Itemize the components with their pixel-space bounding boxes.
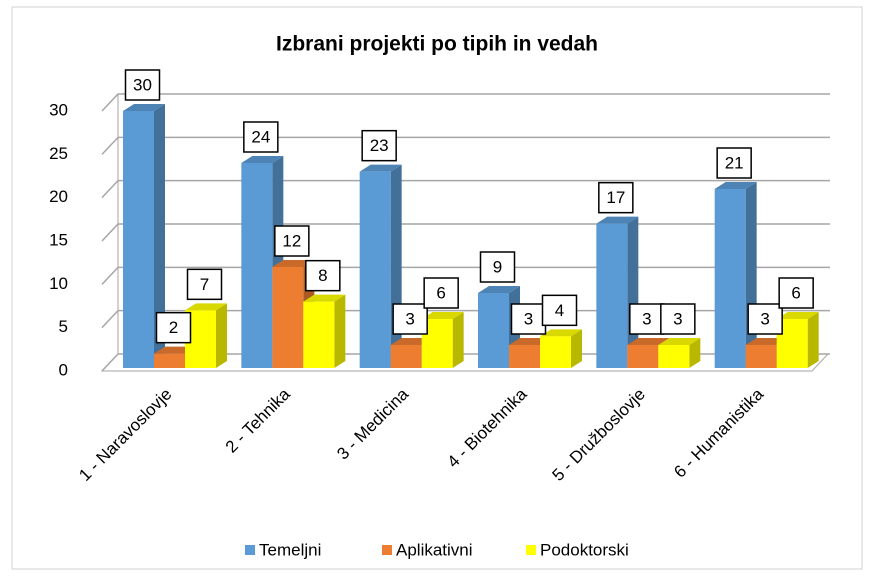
data-label: 21: [725, 153, 744, 172]
data-label: 4: [555, 301, 564, 320]
bar: [509, 345, 540, 368]
data-label: 12: [282, 231, 301, 250]
bar: [745, 345, 777, 368]
y-tick-label: 30: [49, 100, 68, 119]
bar: [241, 163, 273, 368]
data-label-box: [305, 259, 341, 292]
legend-swatch: [245, 545, 255, 555]
data-label-box: [186, 268, 223, 301]
bar-side: [689, 338, 701, 368]
data-label: 3: [673, 309, 682, 328]
bar-top: [272, 260, 315, 267]
y-tick-label: 15: [49, 230, 68, 249]
bar-side: [154, 104, 165, 368]
y-tick-label: 0: [59, 360, 68, 379]
data-label-box: [660, 303, 696, 335]
bar-top: [627, 338, 670, 345]
data-label-box: [124, 69, 161, 101]
data-label-box: [155, 311, 192, 344]
bar: [478, 293, 509, 368]
legend-label: Temeljni: [259, 540, 321, 559]
bar-top: [658, 338, 701, 345]
data-label: 30: [133, 75, 152, 94]
bar: [596, 223, 628, 368]
data-label-box: [778, 277, 814, 309]
data-label-box: [361, 129, 397, 162]
data-label-box: [423, 277, 459, 309]
bar-top: [185, 303, 227, 311]
bar: [272, 267, 304, 368]
data-label: 3: [760, 309, 769, 328]
y-tick-label: 25: [49, 144, 68, 163]
data-label: 7: [200, 275, 209, 294]
data-label: 6: [791, 283, 800, 302]
bar-top: [776, 312, 819, 319]
bar: [390, 345, 422, 368]
data-label: 2: [169, 318, 178, 337]
bar-top: [241, 156, 284, 163]
data-label: 3: [524, 309, 533, 328]
bar: [540, 336, 571, 368]
legend-label: Podoktorski: [540, 540, 629, 559]
bar-side: [390, 164, 402, 368]
bar-top: [478, 286, 520, 293]
bar-side: [571, 329, 582, 368]
data-label-box: [716, 147, 752, 179]
y-tick-label: 20: [49, 187, 68, 206]
data-label: 3: [642, 309, 651, 328]
bar-top: [540, 329, 582, 337]
data-label-box: [274, 225, 310, 257]
bar-top: [421, 312, 464, 319]
data-label-box: [479, 251, 516, 283]
y-tick-label: 5: [59, 317, 68, 336]
bar: [303, 301, 335, 368]
data-label: 24: [251, 127, 270, 146]
legend-swatch: [382, 545, 392, 555]
bar: [714, 189, 746, 368]
legend-label: Aplikativni: [396, 540, 473, 559]
data-label: 3: [405, 309, 414, 328]
bar: [154, 353, 185, 368]
data-label-box: [243, 121, 279, 153]
bar-side: [216, 303, 227, 368]
data-label: 8: [318, 266, 327, 285]
data-label-box: [392, 303, 428, 335]
bar-side: [334, 294, 346, 368]
bar: [123, 111, 154, 368]
bar-side: [452, 312, 464, 368]
data-label: 17: [606, 188, 625, 207]
bar-top: [303, 294, 346, 302]
data-label: 6: [436, 283, 445, 302]
legend-swatch: [526, 545, 536, 555]
bar-top: [123, 104, 165, 111]
y-tick-label: 10: [49, 274, 68, 293]
data-label-box: [747, 303, 783, 335]
bar-top: [596, 216, 639, 224]
chart-title: Izbrani projekti po tipih in vedah: [276, 33, 598, 56]
bar: [359, 171, 391, 368]
data-label-box: [598, 181, 634, 214]
data-label: 23: [370, 136, 389, 155]
bar: [658, 345, 690, 368]
data-label: 9: [493, 257, 502, 276]
bar-side: [807, 312, 819, 368]
data-label-box: [541, 294, 578, 327]
data-label-box: [629, 303, 665, 335]
bar: [627, 345, 659, 368]
bar-top: [359, 164, 402, 172]
bar-top: [714, 182, 757, 189]
